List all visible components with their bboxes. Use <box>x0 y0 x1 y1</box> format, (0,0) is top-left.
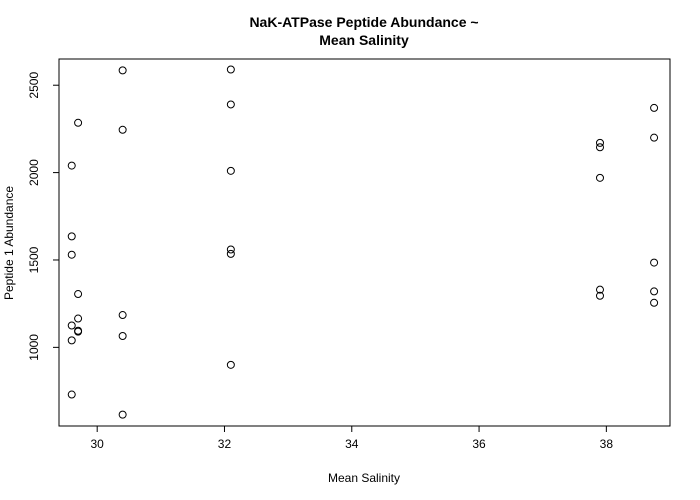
data-point <box>650 287 659 296</box>
y-tick-label: 1500 <box>27 246 41 273</box>
data-point <box>595 285 604 294</box>
x-axis-label: Mean Salinity <box>328 471 400 485</box>
y-tick-label: 1000 <box>27 334 41 361</box>
x-tick-label: 30 <box>91 437 105 451</box>
data-point <box>74 290 83 299</box>
data-point <box>595 143 604 152</box>
data-point <box>226 166 235 175</box>
data-point <box>595 291 604 300</box>
data-point <box>118 125 127 134</box>
data-point <box>118 331 127 340</box>
data-point <box>650 258 659 267</box>
x-tick-label: 34 <box>345 437 359 451</box>
data-point <box>650 133 659 142</box>
data-point <box>74 118 83 127</box>
data-point <box>595 173 604 182</box>
data-point <box>118 311 127 320</box>
y-axis-label: Peptide 1 Abundance <box>2 186 16 300</box>
data-points <box>67 65 659 419</box>
data-point <box>67 321 76 330</box>
data-point <box>67 161 76 170</box>
plot-area <box>58 58 671 427</box>
x-axis: 30 32 34 36 38 <box>91 425 614 451</box>
data-point <box>226 360 235 369</box>
y-tick-label: 2500 <box>27 72 41 99</box>
data-point <box>650 298 659 307</box>
data-point <box>226 245 235 254</box>
data-point <box>226 249 235 258</box>
data-point <box>118 66 127 75</box>
chart-title-line-2: Mean Salinity <box>319 32 409 48</box>
data-point <box>67 250 76 259</box>
data-point <box>67 390 76 399</box>
data-point <box>595 138 604 147</box>
data-point <box>74 314 83 323</box>
data-point <box>226 100 235 109</box>
y-axis: 1000 1500 2000 2500 <box>27 72 60 361</box>
chart-title-line-1: NaK-ATPase Peptide Abundance ~ <box>249 14 478 30</box>
data-point <box>67 232 76 241</box>
data-point <box>74 327 83 336</box>
x-tick-label: 38 <box>600 437 614 451</box>
x-tick-label: 32 <box>218 437 232 451</box>
data-point <box>67 336 76 345</box>
x-tick-label: 36 <box>472 437 486 451</box>
data-point <box>650 103 659 112</box>
y-tick-label: 2000 <box>27 159 41 186</box>
data-point <box>118 410 127 419</box>
data-point <box>226 65 235 74</box>
